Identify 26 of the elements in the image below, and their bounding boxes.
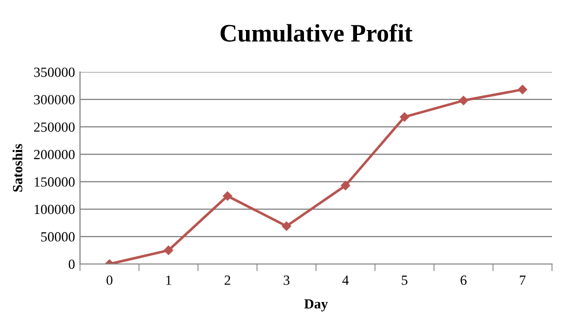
point xyxy=(340,180,350,190)
x-tick-label: 7 xyxy=(520,276,526,285)
y-tick-label: 350000 xyxy=(34,68,75,77)
x-tick-label: 6 xyxy=(460,276,467,285)
x-tick-label: 3 xyxy=(284,276,290,285)
point xyxy=(222,191,232,201)
point xyxy=(282,222,292,231)
point xyxy=(400,112,410,122)
y-tick-label: 200000 xyxy=(34,150,75,160)
point xyxy=(458,96,468,106)
x-tick-label: 2 xyxy=(224,276,230,285)
y-tick-label: 50000 xyxy=(41,232,75,242)
x-tick-label: 0 xyxy=(106,276,112,285)
y-tick-label: 150000 xyxy=(34,177,75,187)
point xyxy=(518,84,528,94)
x-tick-label: 5 xyxy=(402,276,408,285)
x-tick-label: 4 xyxy=(342,276,349,285)
point xyxy=(164,246,174,255)
y-tick-label: 250000 xyxy=(34,122,75,132)
x-axis-title: Day xyxy=(304,299,328,312)
x-tick-label: 1 xyxy=(166,276,172,285)
y-tick-label: 300000 xyxy=(34,95,75,104)
y-tick-label: 0 xyxy=(68,260,75,269)
chart-title: Cumulative Profit xyxy=(220,24,413,42)
y-tick-label: 100000 xyxy=(34,204,75,214)
y-axis-title: Satoshis xyxy=(12,144,22,192)
